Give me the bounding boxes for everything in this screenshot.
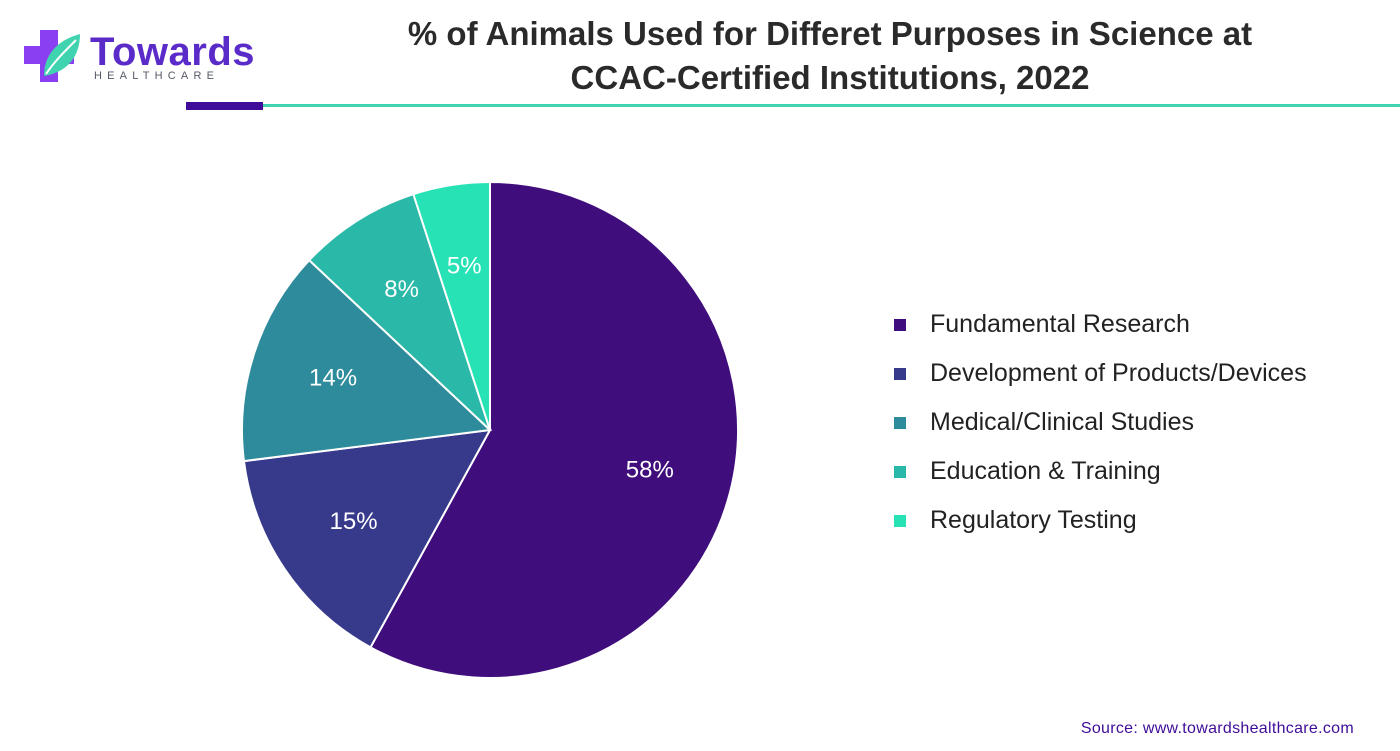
- pie-slice-label: 15%: [330, 508, 378, 535]
- pie-chart: 58% 15% 14% 8% 5%: [241, 180, 739, 679]
- legend-label: Development of Products/Devices: [930, 359, 1307, 387]
- pie-slice: [369, 180, 739, 679]
- legend-swatch: [894, 367, 906, 380]
- pie-slice: [242, 428, 492, 649]
- medical-cross-leaf-icon: [24, 30, 80, 82]
- logo-name: Towards: [90, 30, 256, 74]
- legend-item: Medical/Clinical Studies: [894, 398, 1364, 447]
- pie-slice-label: 58%: [626, 456, 674, 483]
- legend-swatch: [894, 465, 906, 478]
- legend-label: Regulatory Testing: [930, 506, 1137, 534]
- legend-item: Regulatory Testing: [894, 496, 1364, 545]
- pie-slice: [241, 258, 493, 463]
- pie-slice-label: 14%: [309, 364, 357, 391]
- chart-title-line-2: CCAC-Certified Institutions, 2022: [570, 59, 1090, 96]
- legend-label: Fundamental Research: [930, 310, 1190, 338]
- legend-item: Development of Products/Devices: [894, 349, 1364, 398]
- source-note: Source: www.towardshealthcare.com: [1080, 720, 1354, 737]
- pie-slice-label: 5%: [447, 252, 482, 279]
- legend-label: Education & Training: [930, 457, 1161, 485]
- pie-slice: [307, 192, 491, 431]
- legend-swatch: [894, 318, 906, 331]
- pie-slice-label: 8%: [384, 276, 419, 303]
- chart-title-line-1: % of Animals Used for Differet Purposes …: [407, 15, 1253, 52]
- legend-item: Fundamental Research: [894, 300, 1364, 349]
- logo-subtitle: HEALTHCARE: [94, 70, 220, 82]
- logo: Towards HEALTHCARE: [22, 26, 255, 86]
- legend-item: Education & Training: [894, 447, 1364, 496]
- legend-swatch: [894, 514, 906, 527]
- pie-slice: [412, 180, 491, 431]
- header-rule: [263, 104, 1400, 107]
- chart-legend: Fundamental Research Development of Produ…: [894, 300, 1364, 545]
- chart-title: % of Animals Used for Differet Purposes …: [290, 12, 1370, 100]
- legend-label: Medical/Clinical Studies: [930, 408, 1195, 436]
- legend-swatch: [894, 416, 906, 429]
- header-rule-accent: [186, 102, 263, 110]
